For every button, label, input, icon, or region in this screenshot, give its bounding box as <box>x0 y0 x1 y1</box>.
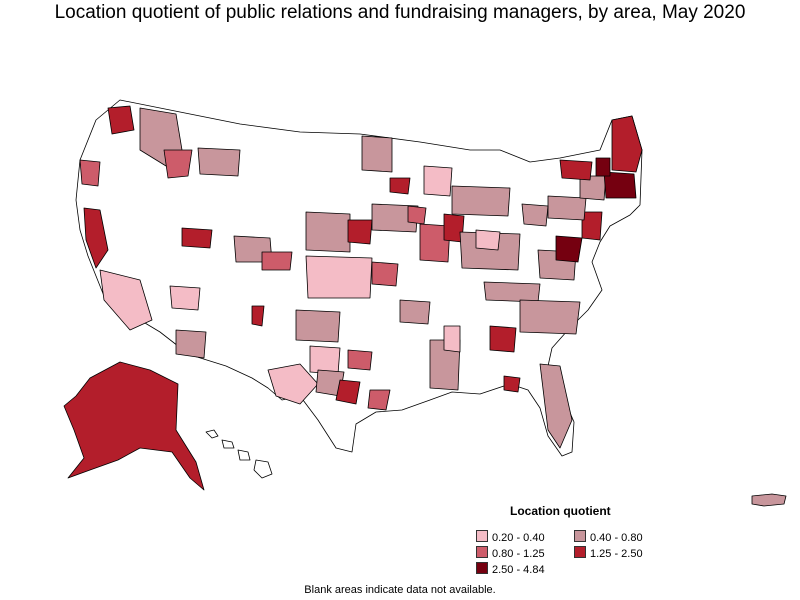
legend-item-2-50-4-84: 2.50 - 4.84 <box>476 562 545 576</box>
legend-title: Location quotient <box>510 504 611 518</box>
legend-label: 1.25 - 2.50 <box>590 548 643 560</box>
footnote: Blank areas indicate data not available. <box>304 584 496 596</box>
alaska-outline <box>63 361 205 491</box>
map-regions <box>63 99 787 507</box>
legend-swatch <box>476 530 488 542</box>
legend-swatch <box>574 530 586 542</box>
legend-item-0-40-0-80: 0.40 - 0.80 <box>574 530 643 544</box>
legend-swatch <box>574 546 586 558</box>
legend-item-1-25-2-50: 1.25 - 2.50 <box>574 546 643 560</box>
hawaii-outline <box>205 429 273 479</box>
legend-label: 0.40 - 0.80 <box>590 532 643 544</box>
legend-swatch <box>476 562 488 574</box>
map-legend: Location quotient 0.20 - 0.40 0.40 - 0.8… <box>466 504 666 580</box>
legend-swatch <box>476 546 488 558</box>
puerto-rico-outline <box>751 493 787 507</box>
legend-label: 0.20 - 0.40 <box>492 532 545 544</box>
legend-label: 0.80 - 1.25 <box>492 548 545 560</box>
legend-item-0-80-1-25: 0.80 - 1.25 <box>476 546 545 560</box>
legend-item-0-20-0-40: 0.20 - 0.40 <box>476 530 545 544</box>
map-title: Location quotient of public relations an… <box>54 2 746 23</box>
legend-label: 2.50 - 4.84 <box>492 564 545 576</box>
